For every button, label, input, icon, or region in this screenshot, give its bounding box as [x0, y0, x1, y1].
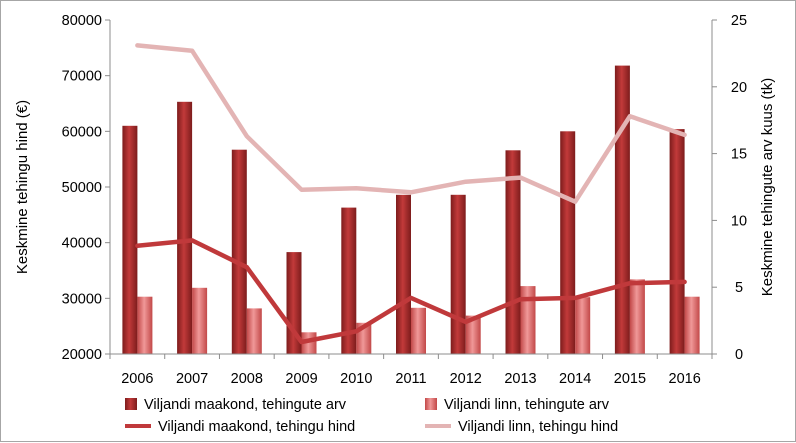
bar-maakond-arv-2010: [341, 207, 357, 354]
y-tick-label: 40000: [62, 236, 102, 252]
x-tick-label: 2010: [340, 371, 372, 387]
y-tick-label: 60000: [62, 124, 102, 140]
lines-group: [135, 43, 687, 345]
bars-group: [122, 65, 700, 354]
bar-linn-arv-2006: [137, 296, 153, 354]
legend-swatch-linn-arv: [425, 398, 437, 410]
y-axis-title: Keskmine tehingu hind (€): [14, 100, 31, 274]
y-tick-label: 80000: [62, 13, 102, 29]
x-tick-label: 2011: [395, 371, 426, 387]
bar-linn-arv-2007: [192, 287, 208, 354]
x-tick-label: 2007: [176, 371, 208, 387]
bar-maakond-arv-2012: [450, 194, 466, 354]
y2-tick-label: 0: [735, 347, 743, 363]
x-tick-label: 2013: [504, 371, 536, 387]
x-tick-label: 2016: [669, 371, 701, 387]
y2-tick-label: 25: [731, 13, 747, 29]
y-tick-label: 30000: [62, 291, 102, 307]
bar-maakond-arv-2008: [231, 149, 247, 354]
bar-linn-arv-2008: [246, 308, 262, 354]
bar-maakond-arv-2014: [560, 131, 576, 354]
legend-label-linn-hind: Viljandi linn, tehingu hind: [458, 419, 618, 435]
line-maakond-hind: [135, 238, 687, 345]
line-linn-hind: [135, 43, 687, 204]
legend-label-maakond-hind: Viljandi maakond, tehingu hind: [158, 419, 355, 435]
bar-linn-arv-2014: [575, 297, 591, 354]
x-tick-label: 2008: [231, 371, 263, 387]
bar-linn-arv-2016: [684, 296, 700, 354]
ticks-group: 20000 30000 40000 50000 60000 70000 80000 0 5 10 1…: [62, 13, 747, 387]
legend-label-linn-arv: Viljandi linn, tehingute arv: [444, 397, 610, 413]
y2-tick-label: 5: [735, 280, 743, 296]
bar-maakond-arv-2016: [669, 129, 685, 354]
legend: Viljandi maakond, tehingute arv Viljandi…: [125, 397, 618, 435]
bar-maakond-arv-2006: [122, 125, 138, 354]
x-tick-label: 2009: [285, 371, 317, 387]
bar-linn-arv-2011: [411, 307, 426, 354]
axes-group: [105, 19, 717, 359]
x-tick-label: 2012: [450, 371, 482, 387]
bar-maakond-arv-2015: [614, 65, 630, 354]
x-tick-label: 2015: [614, 371, 646, 387]
y2-tick-label: 15: [731, 147, 747, 163]
y-tick-label: 50000: [62, 180, 102, 196]
x-tick-label: 2006: [121, 371, 153, 387]
bar-maakond-arv-2007: [177, 101, 193, 354]
y-tick-label: 20000: [62, 347, 102, 363]
y2-tick-label: 20: [731, 80, 747, 96]
y2-axis-title: Keskmine tehingute arv kuus (tk): [759, 78, 776, 296]
y-tick-label: 70000: [62, 69, 102, 85]
bar-linn-arv-2015: [629, 279, 645, 354]
y2-tick-label: 10: [731, 213, 747, 229]
bar-linn-arv-2013: [520, 286, 536, 354]
x-tick-label: 2014: [559, 371, 591, 387]
bar-maakond-arv-2013: [505, 150, 521, 354]
bar-maakond-arv-2011: [396, 194, 411, 354]
legend-swatch-maakond-arv: [125, 398, 137, 410]
bar-linn-arv-2012: [465, 315, 481, 354]
legend-label-maakond-arv: Viljandi maakond, tehingute arv: [144, 397, 347, 413]
